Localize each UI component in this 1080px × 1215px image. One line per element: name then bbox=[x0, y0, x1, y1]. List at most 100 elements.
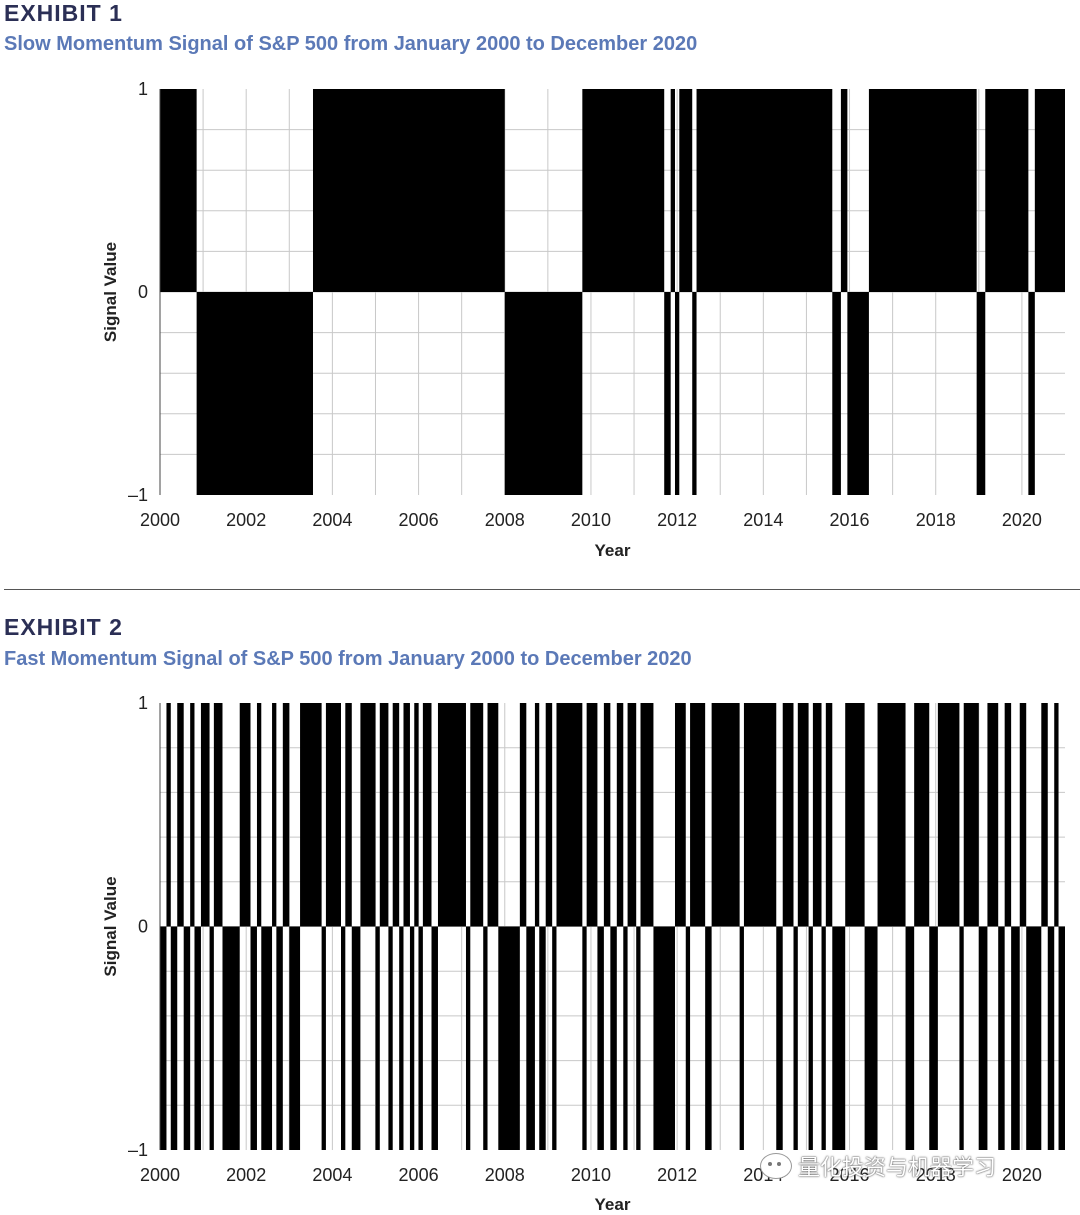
signal-bar-77 bbox=[832, 926, 846, 1150]
signal-bar-84 bbox=[937, 703, 960, 927]
signal-bar-37 bbox=[431, 926, 438, 1150]
signal-bar-22 bbox=[325, 703, 341, 927]
signal-bar-67 bbox=[739, 926, 744, 1150]
x-tick-label: 2002 bbox=[226, 1165, 266, 1185]
signal-bar-40 bbox=[470, 703, 484, 927]
signal-bar-92 bbox=[1019, 703, 1027, 927]
signal-bar-8 bbox=[200, 703, 210, 927]
x-tick-label: 2004 bbox=[312, 1165, 352, 1185]
signal-bar-16 bbox=[976, 292, 986, 495]
signal-bar-18 bbox=[282, 703, 290, 927]
y-tick-label: 0 bbox=[138, 282, 148, 302]
signal-bar-80 bbox=[877, 703, 906, 927]
signal-bar-3 bbox=[312, 89, 505, 292]
signal-bar-7 bbox=[670, 89, 675, 292]
x-tick-label: 2000 bbox=[140, 1165, 180, 1185]
signal-bar-1 bbox=[160, 926, 167, 1150]
signal-bar-56 bbox=[616, 703, 624, 927]
x-axis-title: Year bbox=[595, 1195, 631, 1214]
signal-bar-16 bbox=[272, 703, 277, 927]
y-tick-label: –1 bbox=[128, 485, 148, 505]
signal-bar-8 bbox=[674, 292, 680, 495]
signal-bar-4 bbox=[177, 703, 184, 927]
signal-bar-3 bbox=[170, 926, 178, 1150]
signal-bar-24 bbox=[345, 703, 352, 927]
signal-bar-76 bbox=[825, 703, 833, 927]
signal-bar-25 bbox=[351, 926, 361, 1150]
signal-bar-36 bbox=[422, 703, 432, 927]
signal-bar-11 bbox=[222, 926, 240, 1150]
signal-bar-1 bbox=[160, 89, 197, 292]
signal-bar-13 bbox=[250, 926, 257, 1150]
signal-bar-5 bbox=[183, 926, 191, 1150]
x-tick-label: 2010 bbox=[571, 510, 611, 530]
signal-bar-79 bbox=[864, 926, 878, 1150]
x-tick-label: 2014 bbox=[743, 510, 783, 530]
signal-bar-31 bbox=[399, 926, 404, 1150]
signal-bar-72 bbox=[797, 703, 809, 927]
signal-bar-20 bbox=[300, 703, 322, 927]
watermark: 量化投资与机器学习 bbox=[760, 1150, 996, 1182]
signal-bar-17 bbox=[276, 926, 283, 1150]
signal-bar-10 bbox=[213, 703, 223, 927]
signal-bar-12 bbox=[239, 703, 251, 927]
signal-bar-93 bbox=[1026, 926, 1042, 1150]
signal-bar-85 bbox=[959, 926, 964, 1150]
signal-bar-41 bbox=[483, 926, 488, 1150]
signal-bar-30 bbox=[392, 703, 400, 927]
signal-bar-97 bbox=[1058, 926, 1065, 1150]
x-tick-label: 2008 bbox=[485, 1165, 525, 1185]
signal-bar-65 bbox=[705, 926, 712, 1150]
signal-bar-58 bbox=[627, 703, 637, 927]
y-axis-title: Signal Value bbox=[101, 876, 120, 976]
signal-bar-6 bbox=[190, 703, 195, 927]
signal-bar-28 bbox=[379, 703, 389, 927]
signal-bar-35 bbox=[418, 926, 423, 1150]
signal-bar-10 bbox=[692, 292, 697, 495]
signal-bar-74 bbox=[812, 703, 822, 927]
signal-bar-96 bbox=[1054, 703, 1059, 927]
signal-bar-12 bbox=[832, 292, 841, 495]
exhibit-1-title: Slow Momentum Signal of S&P 500 from Jan… bbox=[4, 33, 698, 55]
signal-bar-66 bbox=[711, 703, 740, 927]
y-tick-label: 1 bbox=[138, 79, 148, 99]
x-tick-label: 2018 bbox=[916, 510, 956, 530]
signal-bar-42 bbox=[487, 703, 499, 927]
signal-bar-17 bbox=[985, 89, 1029, 292]
y-axis-title: Signal Value bbox=[101, 242, 120, 342]
signal-bar-62 bbox=[674, 703, 686, 927]
signal-bar-94 bbox=[1041, 703, 1048, 927]
signal-bar-78 bbox=[845, 703, 865, 927]
signal-bar-68 bbox=[743, 703, 777, 927]
signal-bar-29 bbox=[388, 926, 393, 1150]
signal-bar-5 bbox=[582, 89, 665, 292]
signal-bar-19 bbox=[1034, 89, 1065, 292]
signal-bar-50 bbox=[556, 703, 583, 927]
signal-bar-49 bbox=[552, 926, 557, 1150]
signal-bar-52 bbox=[586, 703, 598, 927]
signal-bar-27 bbox=[375, 926, 380, 1150]
x-tick-label: 2016 bbox=[830, 510, 870, 530]
x-tick-label: 2012 bbox=[657, 510, 697, 530]
signal-bar-55 bbox=[610, 926, 617, 1150]
signal-bar-43 bbox=[498, 926, 520, 1150]
signal-bar-91 bbox=[1011, 926, 1020, 1150]
signal-bar-59 bbox=[636, 926, 641, 1150]
x-tick-label: 2012 bbox=[657, 1165, 697, 1185]
signal-bar-19 bbox=[289, 926, 301, 1150]
wechat-icon bbox=[760, 1153, 792, 1179]
signal-bar-47 bbox=[539, 926, 546, 1150]
signal-bar-2 bbox=[166, 703, 171, 927]
signal-bar-39 bbox=[465, 926, 471, 1150]
signal-bar-9 bbox=[209, 926, 214, 1150]
signal-bar-63 bbox=[685, 926, 691, 1150]
signal-bar-15 bbox=[868, 89, 977, 292]
exhibit-2-title: Fast Momentum Signal of S&P 500 from Jan… bbox=[4, 648, 692, 670]
signal-bar-86 bbox=[963, 703, 979, 927]
signal-bar-73 bbox=[808, 926, 813, 1150]
signal-bar-89 bbox=[998, 926, 1005, 1150]
slow-momentum-chart: 1 0 –1 2000 2002 2004 2006 2008 2010 2012 2014 2016… bbox=[101, 79, 1065, 560]
signal-bar-53 bbox=[597, 926, 604, 1150]
signal-bar-38 bbox=[437, 703, 466, 927]
x-tick-label: 2016 bbox=[830, 1165, 870, 1185]
